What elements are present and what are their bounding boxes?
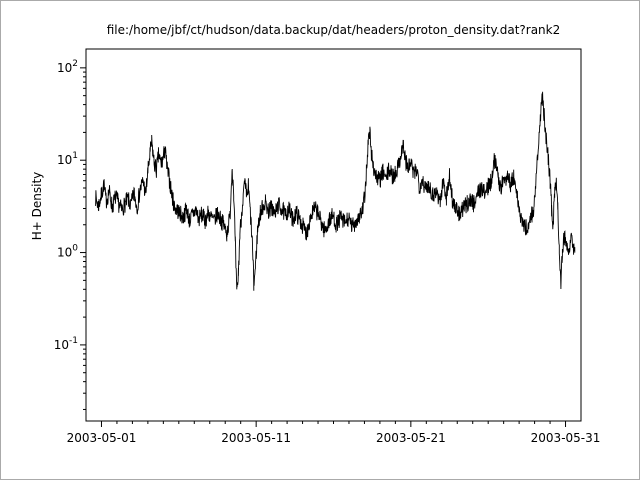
- svg-text:10-1: 10-1: [54, 336, 78, 352]
- svg-text:2003-05-11: 2003-05-11: [221, 431, 291, 445]
- svg-text:102: 102: [57, 59, 78, 75]
- svg-text:100: 100: [57, 244, 78, 260]
- plot-title: file:/home/jbf/ct/hudson/data.backup/dat…: [106, 23, 561, 37]
- svg-text:101: 101: [57, 151, 78, 167]
- svg-text:2003-05-01: 2003-05-01: [67, 431, 137, 445]
- svg-text:2003-05-31: 2003-05-31: [531, 431, 601, 445]
- y-axis-label: H+ Density: [30, 171, 44, 241]
- svg-text:2003-05-21: 2003-05-21: [376, 431, 446, 445]
